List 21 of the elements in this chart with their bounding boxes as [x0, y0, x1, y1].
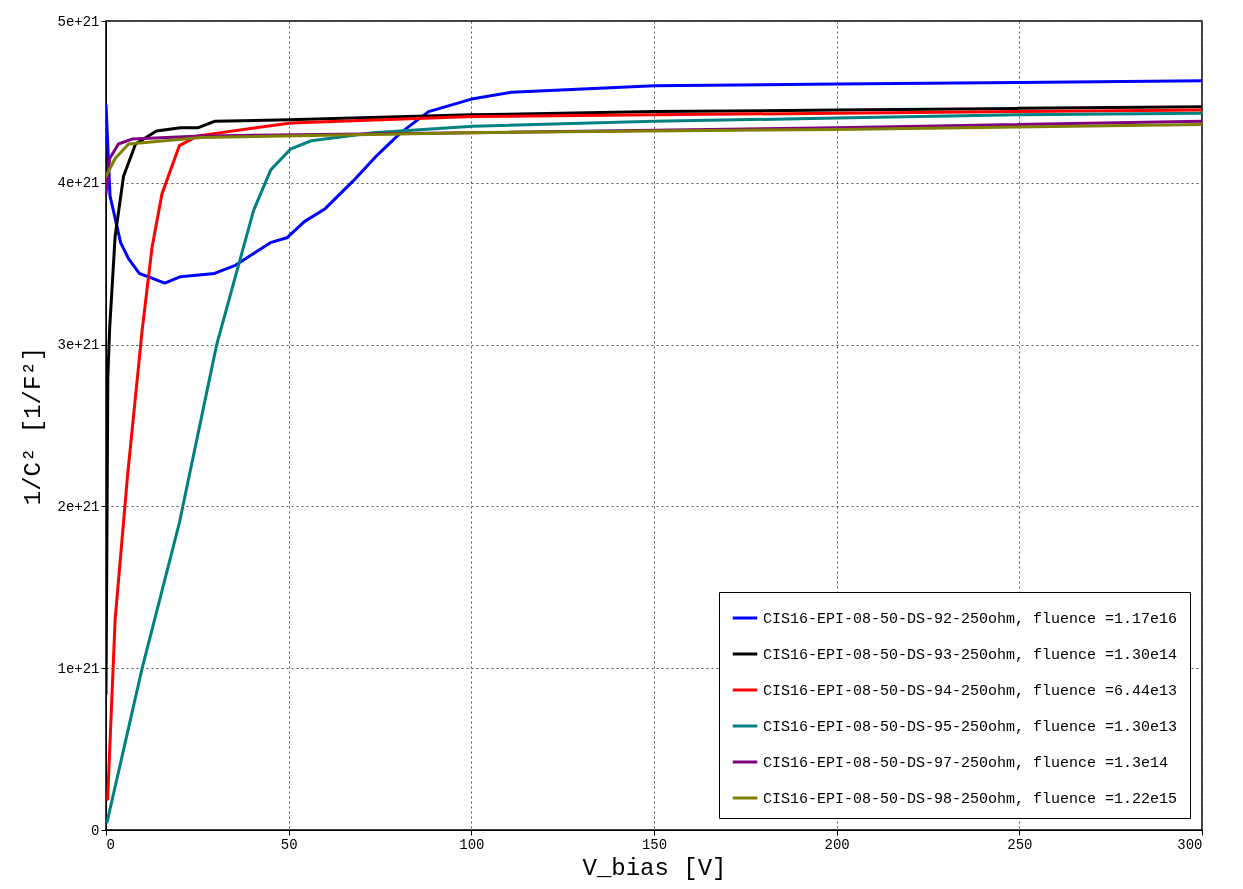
- y-axis-title: 1/C² [1/F²]: [20, 346, 48, 506]
- legend-label: CIS16-EPI-08-50-DS-93-250ohm, fluence =1.30e14: [763, 647, 1178, 664]
- legend-label: CIS16-EPI-08-50-DS-95-250ohm, fluence =1.30e13: [763, 719, 1178, 736]
- x-tick-label: 0: [106, 836, 115, 853]
- x-tick-label: 250: [1007, 836, 1033, 853]
- x-tick-label: 200: [824, 836, 850, 853]
- x-tick-label: 150: [641, 836, 668, 853]
- x-axis-title: V_bias [V]: [582, 854, 727, 882]
- y-tick-label: 1e+21: [57, 660, 100, 677]
- y-tick-label: 4e+21: [57, 175, 100, 192]
- x-tick-label: 100: [459, 836, 485, 853]
- legend-label: CIS16-EPI-08-50-DS-94-250ohm, fluence =6.44e13: [763, 683, 1178, 700]
- y-tick-label: 3e+21: [57, 337, 100, 354]
- x-tick-label: 50: [280, 836, 298, 853]
- legend-label: CIS16-EPI-08-50-DS-98-250ohm, fluence =1.22e15: [763, 791, 1178, 808]
- legend-label: CIS16-EPI-08-50-DS-92-250ohm, fluence =1.17e16: [763, 611, 1178, 628]
- y-tick-label: 2e+21: [57, 498, 100, 515]
- legend-label: CIS16-EPI-08-50-DS-97-250ohm, fluence =1.3e14: [763, 755, 1169, 772]
- x-tick-label: 300: [1177, 836, 1203, 853]
- y-tick-label: 5e+21: [57, 13, 100, 30]
- y-tick-label: 0: [91, 822, 100, 839]
